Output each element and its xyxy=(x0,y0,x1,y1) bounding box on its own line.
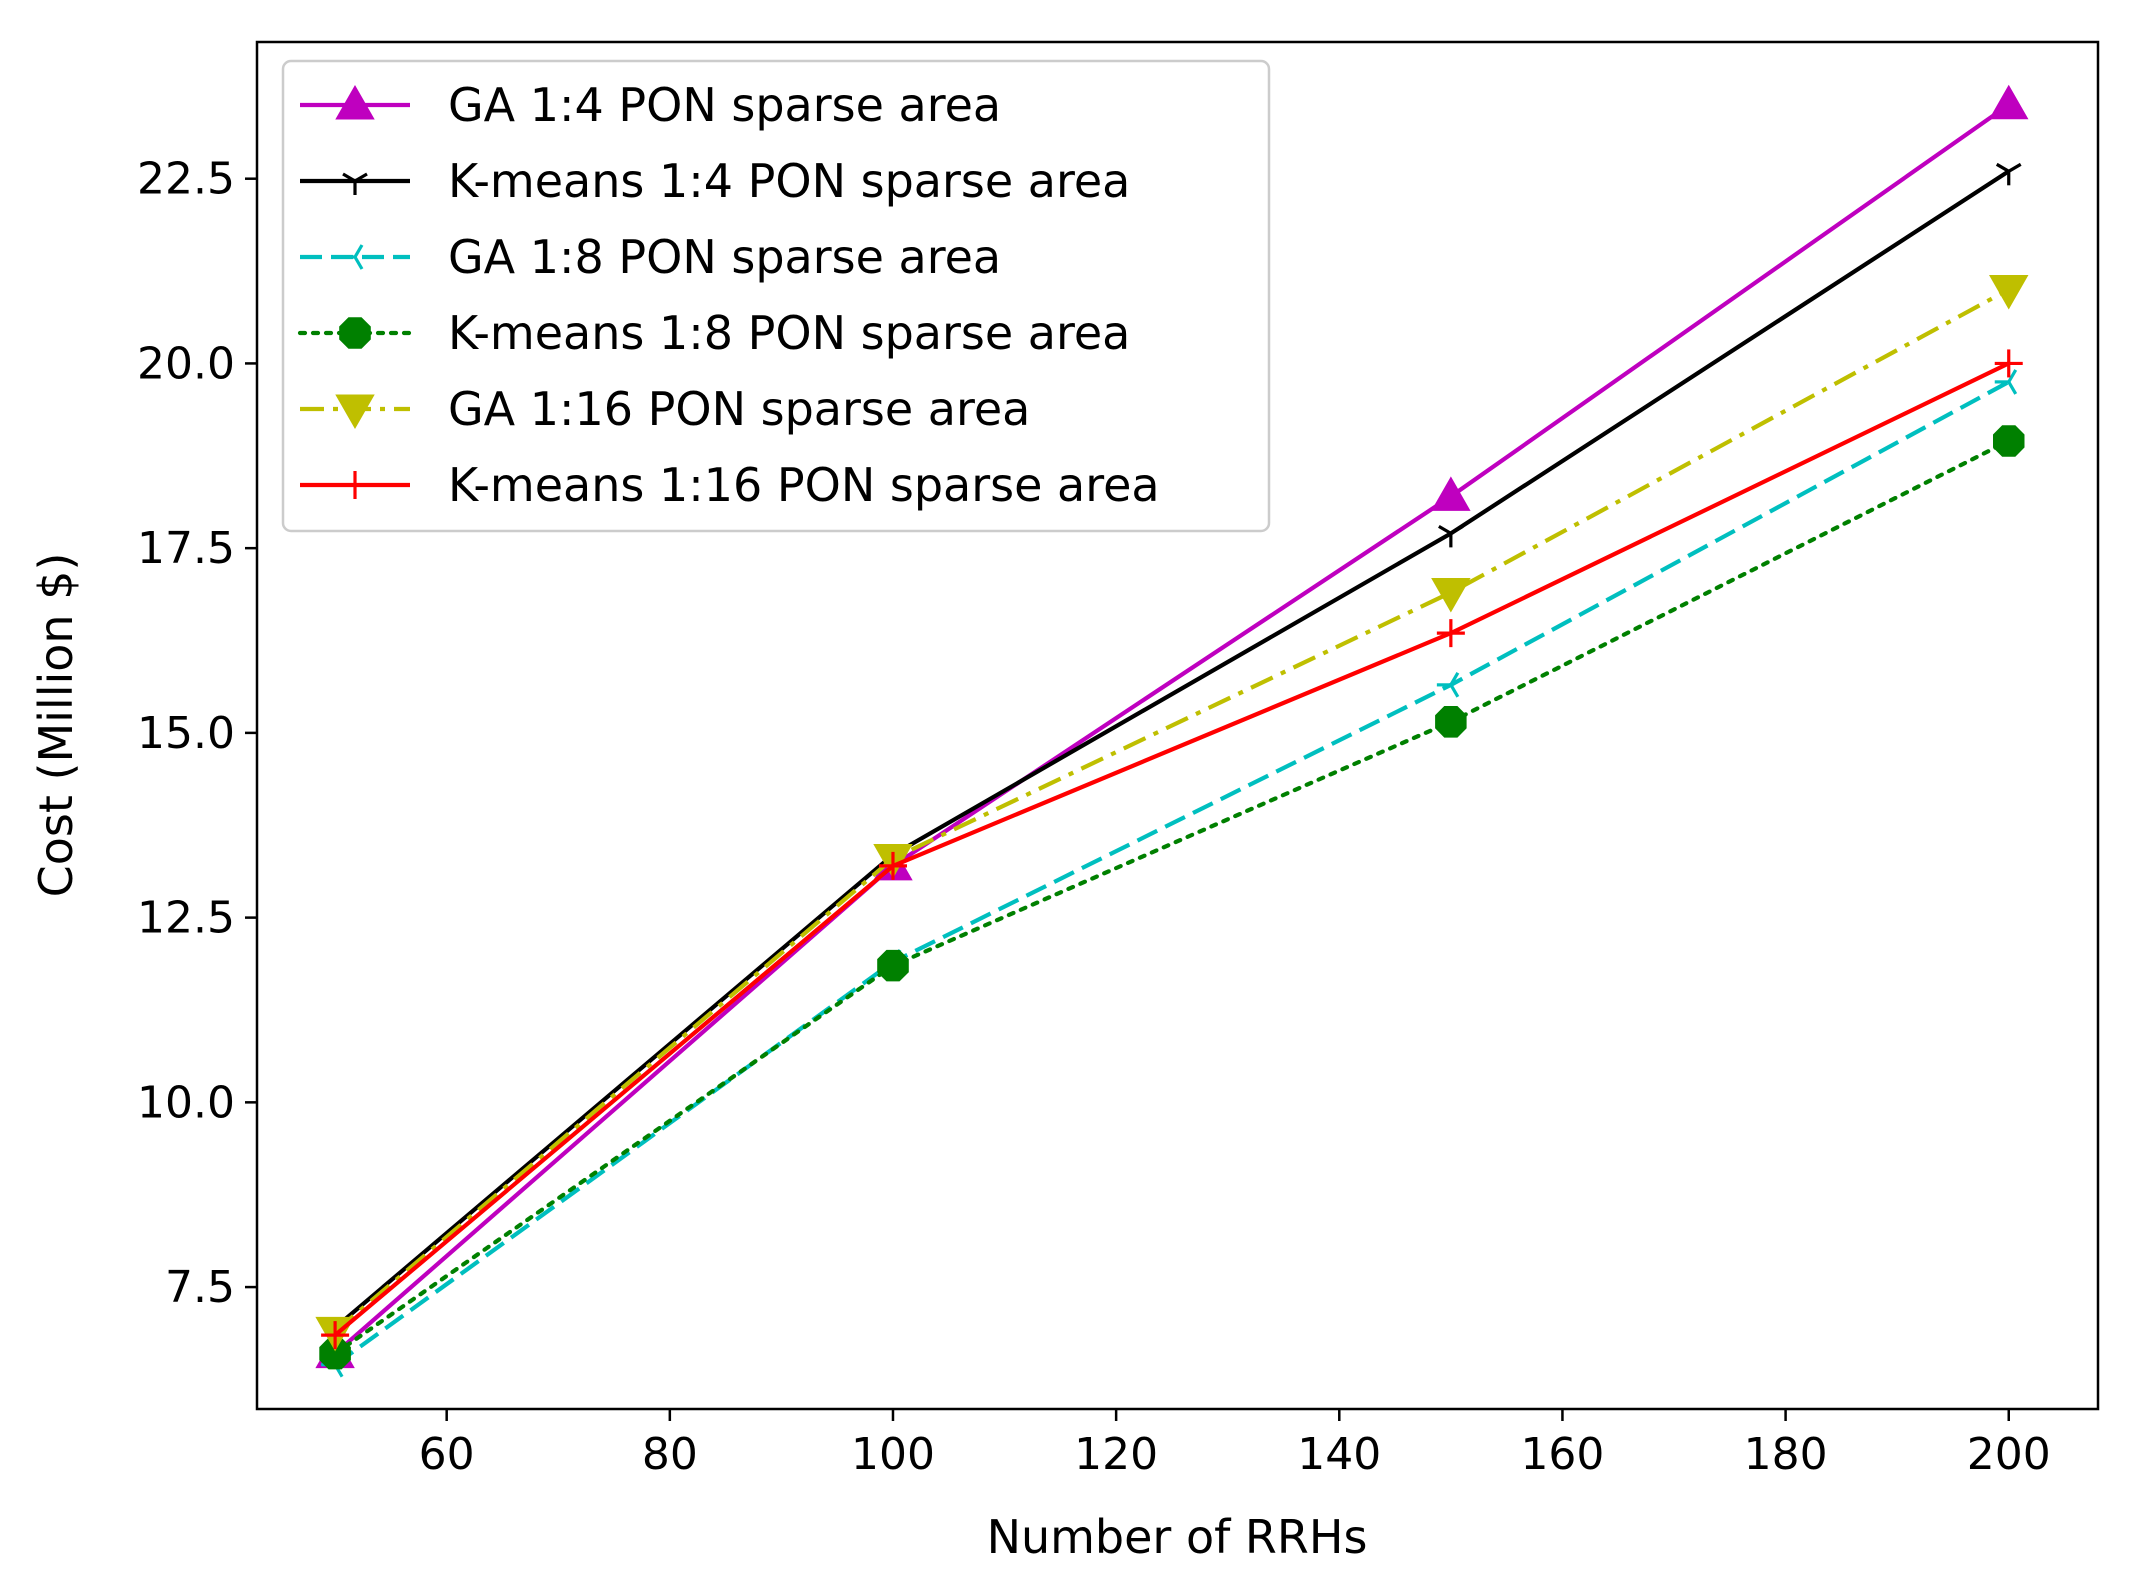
legend-label: GA 1:16 PON sparse area xyxy=(448,382,1030,436)
data-point xyxy=(1435,706,1467,738)
plot-frame xyxy=(255,40,2100,1411)
legend-item: K-means 1:8 PON sparse area xyxy=(297,306,1130,360)
legend-item: GA 1:8 PON sparse area xyxy=(300,230,1001,284)
data-point xyxy=(1436,672,1460,698)
y-tick-label: 15.0 xyxy=(137,708,235,759)
data-point xyxy=(1994,369,2018,395)
x-tick-label: 100 xyxy=(851,1429,935,1480)
legend-label: K-means 1:4 PON sparse area xyxy=(448,154,1130,208)
x-tick-label: 120 xyxy=(1074,1429,1158,1480)
x-tick-label: 160 xyxy=(1520,1429,1604,1480)
x-axis: 60 80 100 120 140 160 180 200 xyxy=(419,1409,2051,1480)
legend-item: K-means 1:16 PON sparse area xyxy=(300,458,1160,512)
y-tick-label: 22.5 xyxy=(137,154,235,205)
x-tick-label: 200 xyxy=(1967,1429,2051,1480)
legend-label: GA 1:4 PON sparse area xyxy=(448,78,1001,132)
data-point xyxy=(1436,619,1465,648)
x-tick-label: 180 xyxy=(1744,1429,1828,1480)
data-point xyxy=(1993,425,2025,457)
data-point xyxy=(1431,476,1471,511)
y-tick-label: 10.0 xyxy=(137,1077,235,1128)
x-axis-label: Number of RRHs xyxy=(987,1510,1368,1564)
y-tick-label: 17.5 xyxy=(137,523,235,574)
legend-marker xyxy=(335,394,375,430)
legend-item: GA 1:16 PON sparse area xyxy=(300,382,1030,436)
legend-marker xyxy=(342,172,368,195)
legend-label: GA 1:8 PON sparse area xyxy=(448,230,1001,284)
legend-marker xyxy=(341,244,364,270)
x-tick-label: 80 xyxy=(642,1429,698,1480)
legend-frame xyxy=(281,59,1271,533)
data-point xyxy=(321,1321,350,1350)
series-line xyxy=(333,287,2010,1334)
y-tick-label: 20.0 xyxy=(137,338,235,389)
series-4 xyxy=(319,425,2025,1370)
legend-marker xyxy=(339,317,371,349)
data-point xyxy=(1989,275,2029,310)
legend-marker xyxy=(341,471,369,499)
y-tick-label: 12.5 xyxy=(137,893,235,944)
data-point xyxy=(1431,577,1471,613)
legend-item: K-means 1:4 PON sparse area xyxy=(300,154,1130,208)
series-6 xyxy=(321,349,2023,1350)
y-axis: 7.5 10.0 12.5 15.0 17.5 20.0 22.5 xyxy=(137,154,257,1313)
legend-item: GA 1:4 PON sparse area xyxy=(300,78,1001,132)
series-line xyxy=(333,103,2010,1356)
x-tick-label: 140 xyxy=(1297,1429,1381,1480)
data-point xyxy=(1995,162,2022,186)
series-line xyxy=(333,361,2010,1337)
legend-items: GA 1:4 PON sparse area K-means 1:4 PON sp… xyxy=(297,78,1160,512)
legend-marker xyxy=(335,84,375,120)
y-axis-label: Cost (Million $) xyxy=(29,553,83,898)
data-point xyxy=(1994,349,2023,378)
legend-label: K-means 1:16 PON sparse area xyxy=(448,458,1160,512)
series-line xyxy=(333,380,2010,1367)
data-point xyxy=(1438,524,1464,548)
legend-label: K-means 1:8 PON sparse area xyxy=(448,306,1130,360)
series-line xyxy=(333,169,2010,1330)
x-tick-label: 60 xyxy=(419,1429,475,1480)
legend: GA 1:4 PON sparse area K-means 1:4 PON sp… xyxy=(281,59,1271,533)
data-point xyxy=(319,1337,351,1370)
series-line xyxy=(333,438,2011,1356)
y-tick-label: 7.5 xyxy=(165,1262,235,1313)
data-point xyxy=(1989,84,2029,120)
data-point xyxy=(877,949,909,982)
series-layer xyxy=(315,84,2029,1378)
data-point xyxy=(878,851,907,880)
